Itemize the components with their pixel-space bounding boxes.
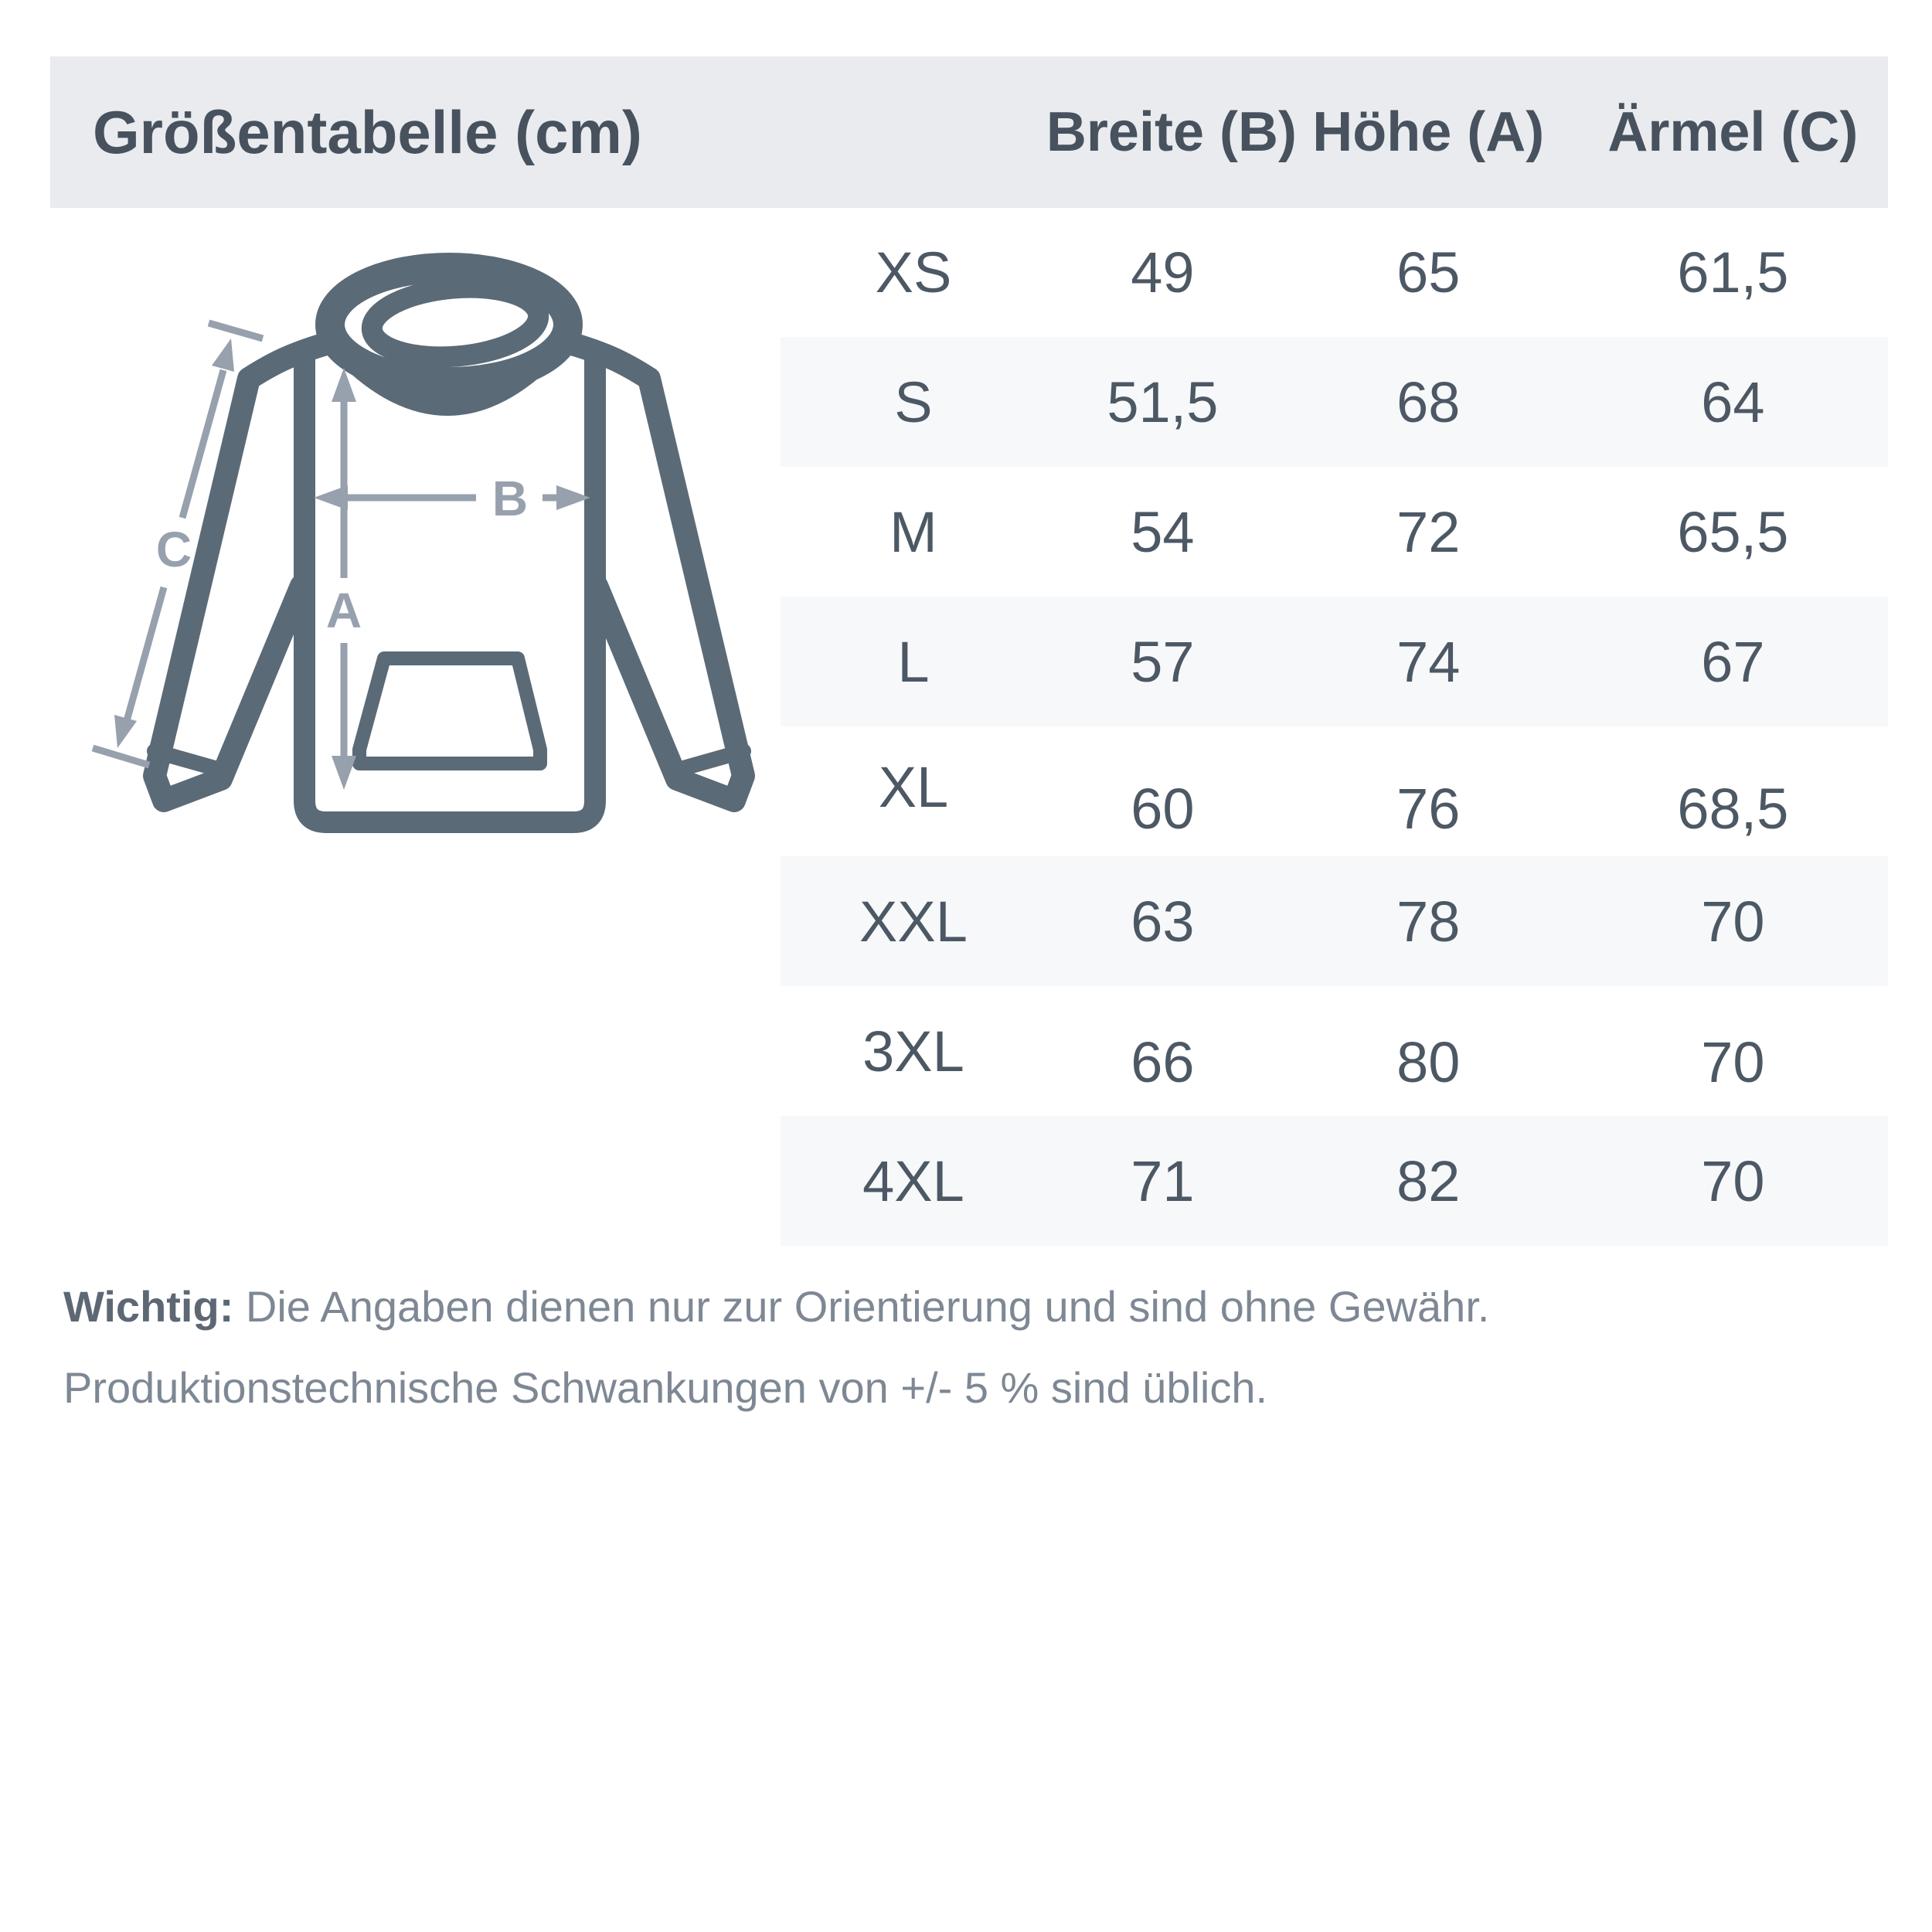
sleeve-arrow-C xyxy=(91,319,264,769)
hoodie-body xyxy=(294,349,606,833)
column-header-aermel: Ärmel (C) xyxy=(1607,101,1859,163)
width-arrow-B xyxy=(314,485,590,510)
hoodie-right-cuff xyxy=(665,743,751,779)
breite-value: 51,5 xyxy=(1107,369,1219,434)
label-B: B xyxy=(492,471,528,526)
table-row: XL 60 76 68,5 xyxy=(781,726,1888,856)
breite-value: 66 xyxy=(1131,1029,1195,1094)
hoehe-value: 72 xyxy=(1396,499,1461,564)
arrow-down-icon xyxy=(114,715,137,748)
hoodie-left-cuff xyxy=(147,743,233,779)
size-label: S xyxy=(894,369,933,434)
breite-value: 71 xyxy=(1131,1148,1195,1213)
size-label: L xyxy=(897,629,930,694)
table-row: 4XL 71 82 70 xyxy=(781,1116,1888,1246)
hoodie-left-sleeve xyxy=(143,330,345,812)
aermel-value: 64 xyxy=(1701,369,1765,434)
column-header-breite: Breite (B) xyxy=(1046,101,1297,163)
table-row: S 51,5 68 64 xyxy=(781,337,1888,467)
height-arrow-A xyxy=(332,368,356,790)
hoehe-value: 65 xyxy=(1396,240,1461,304)
aermel-value: 70 xyxy=(1701,1029,1765,1094)
aermel-value: 67 xyxy=(1701,629,1765,694)
size-label: XXL xyxy=(859,889,968,954)
hoehe-value: 82 xyxy=(1396,1148,1461,1213)
hoehe-value: 68 xyxy=(1396,369,1461,434)
table-row: 3XL 66 80 70 xyxy=(781,986,1888,1116)
hoehe-value: 74 xyxy=(1396,629,1461,694)
size-table: XS 49 65 61,5 S 51,5 68 64 M 54 72 65,5 … xyxy=(781,207,1888,1246)
aermel-value: 70 xyxy=(1701,889,1765,954)
dimension-end-bar xyxy=(91,744,151,769)
aermel-value: 68,5 xyxy=(1677,776,1789,841)
table-row: XS 49 65 61,5 xyxy=(781,207,1888,337)
column-header-hoehe: Höhe (A) xyxy=(1312,101,1545,163)
breite-value: 54 xyxy=(1131,499,1195,564)
hoehe-value: 80 xyxy=(1396,1029,1461,1094)
size-label: 3XL xyxy=(862,1019,964,1083)
hoodie-right-sleeve xyxy=(553,330,755,812)
arrow-right-icon xyxy=(556,485,590,510)
arrow-down-icon xyxy=(332,756,356,790)
aermel-value: 70 xyxy=(1701,1148,1765,1213)
disclaimer-text-1: Die Angaben dienen nur zur Orientierung … xyxy=(233,1282,1490,1331)
table-row: M 54 72 65,5 xyxy=(781,467,1888,597)
size-chart-header: Größentabelle (cm) Breite (B) Höhe (A) Ä… xyxy=(50,56,1888,208)
label-A: A xyxy=(326,583,362,638)
aermel-value: 65,5 xyxy=(1677,499,1789,564)
disclaimer-note: Wichtig: Die Angaben dienen nur zur Orie… xyxy=(63,1266,1872,1428)
size-label: 4XL xyxy=(862,1148,964,1213)
hoehe-value: 76 xyxy=(1396,776,1461,841)
arrow-up-icon xyxy=(212,338,234,372)
disclaimer-line-1: Wichtig: Die Angaben dienen nur zur Orie… xyxy=(63,1266,1872,1347)
hoehe-value: 78 xyxy=(1396,889,1461,954)
column-headers: Breite (B) Höhe (A) Ärmel (C) xyxy=(781,56,1888,208)
hoodie-measurement-diagram: A B C xyxy=(46,216,788,896)
breite-value: 60 xyxy=(1131,776,1195,841)
size-label: XS xyxy=(875,240,952,304)
table-row: L 57 74 67 xyxy=(781,597,1888,726)
label-C: C xyxy=(156,522,192,577)
aermel-value: 61,5 xyxy=(1677,240,1789,304)
size-label: XL xyxy=(878,754,949,819)
disclaimer-label: Wichtig: xyxy=(63,1282,234,1331)
hoodie-pocket xyxy=(352,651,547,770)
arrow-up-icon xyxy=(332,368,356,402)
breite-value: 49 xyxy=(1131,240,1195,304)
hood-inner-ring xyxy=(361,277,549,368)
breite-value: 57 xyxy=(1131,629,1195,694)
size-label: M xyxy=(889,499,937,564)
page-title: Größentabelle (cm) xyxy=(93,97,642,166)
hoodie-drawing: A B C xyxy=(91,253,755,833)
table-row: XXL 63 78 70 xyxy=(781,856,1888,986)
breite-value: 63 xyxy=(1131,889,1195,954)
disclaimer-line-2: Produktionstechnische Schwankungen von +… xyxy=(63,1363,1268,1412)
arrow-left-icon xyxy=(314,485,348,510)
dimension-end-bar xyxy=(207,319,264,342)
